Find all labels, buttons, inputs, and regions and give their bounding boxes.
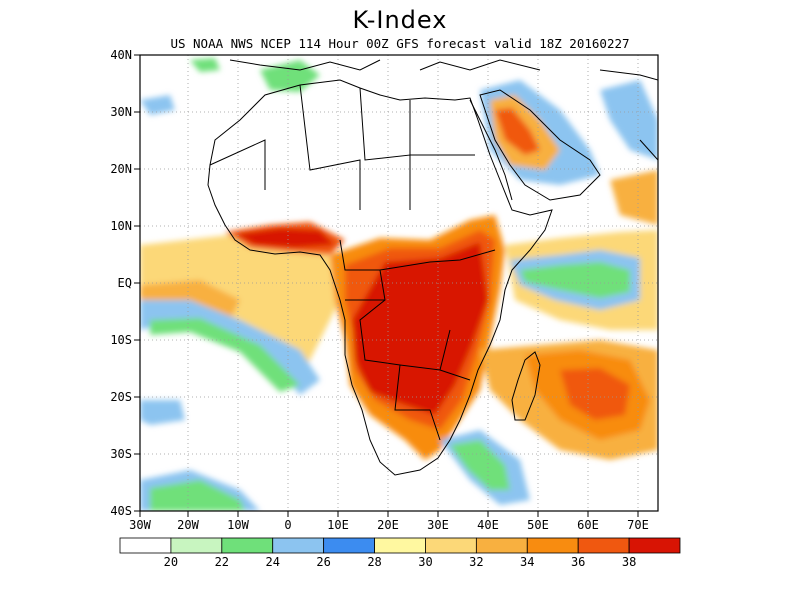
colorbar-label: 20: [164, 555, 178, 569]
colorbar-label: 28: [367, 555, 381, 569]
lat-label: EQ: [118, 276, 132, 290]
colorbar-swatch: [628, 537, 681, 554]
colorbar-label: 34: [520, 555, 534, 569]
colorbar-swatch: [475, 537, 528, 554]
colorbar-label: 22: [215, 555, 229, 569]
colorbar-swatch: [221, 537, 274, 554]
colorbar-label: 36: [571, 555, 585, 569]
lon-label: 0: [284, 518, 291, 532]
lon-label: 10E: [327, 518, 349, 532]
lon-label: 10W: [227, 518, 249, 532]
colorbar-swatch: [526, 537, 579, 554]
lat-label: 30N: [110, 105, 132, 119]
colorbar-swatch: [170, 537, 223, 554]
lon-label: 20W: [177, 518, 199, 532]
lon-label: 30E: [427, 518, 449, 532]
colorbar-swatch: [119, 537, 172, 554]
coastlines: [207, 59, 658, 476]
chart-title: K-Index: [352, 6, 448, 34]
colorbar-label: 26: [316, 555, 330, 569]
lat-label: 10S: [110, 333, 132, 347]
colorbar: 20 22 24 26 28 30 32 34 36 38: [119, 537, 681, 569]
lon-label: 70E: [627, 518, 649, 532]
colorbar-label: 32: [469, 555, 483, 569]
lon-label: 30W: [129, 518, 151, 532]
lat-label: 40N: [110, 48, 132, 62]
colorbar-swatch: [577, 537, 630, 554]
colorbar-swatch: [272, 537, 325, 554]
lon-label: 60E: [577, 518, 599, 532]
colorbar-label: 24: [266, 555, 280, 569]
colorbar-label: 38: [622, 555, 636, 569]
colorbar-swatch: [323, 537, 375, 554]
k-index-fill: [140, 58, 658, 511]
colorbar-label: 30: [418, 555, 432, 569]
colorbar-swatch: [425, 537, 477, 554]
lon-label: 20E: [377, 518, 399, 532]
lon-label: 50E: [527, 518, 549, 532]
lat-label: 40S: [110, 504, 132, 518]
colorbar-swatch: [374, 537, 426, 554]
lat-label: 30S: [110, 447, 132, 461]
lat-label: 10N: [110, 219, 132, 233]
lat-label: 20S: [110, 390, 132, 404]
chart-subtitle: US NOAA NWS NCEP 114 Hour 00Z GFS foreca…: [170, 36, 630, 51]
lat-label: 20N: [110, 162, 132, 176]
lon-label: 40E: [477, 518, 499, 532]
